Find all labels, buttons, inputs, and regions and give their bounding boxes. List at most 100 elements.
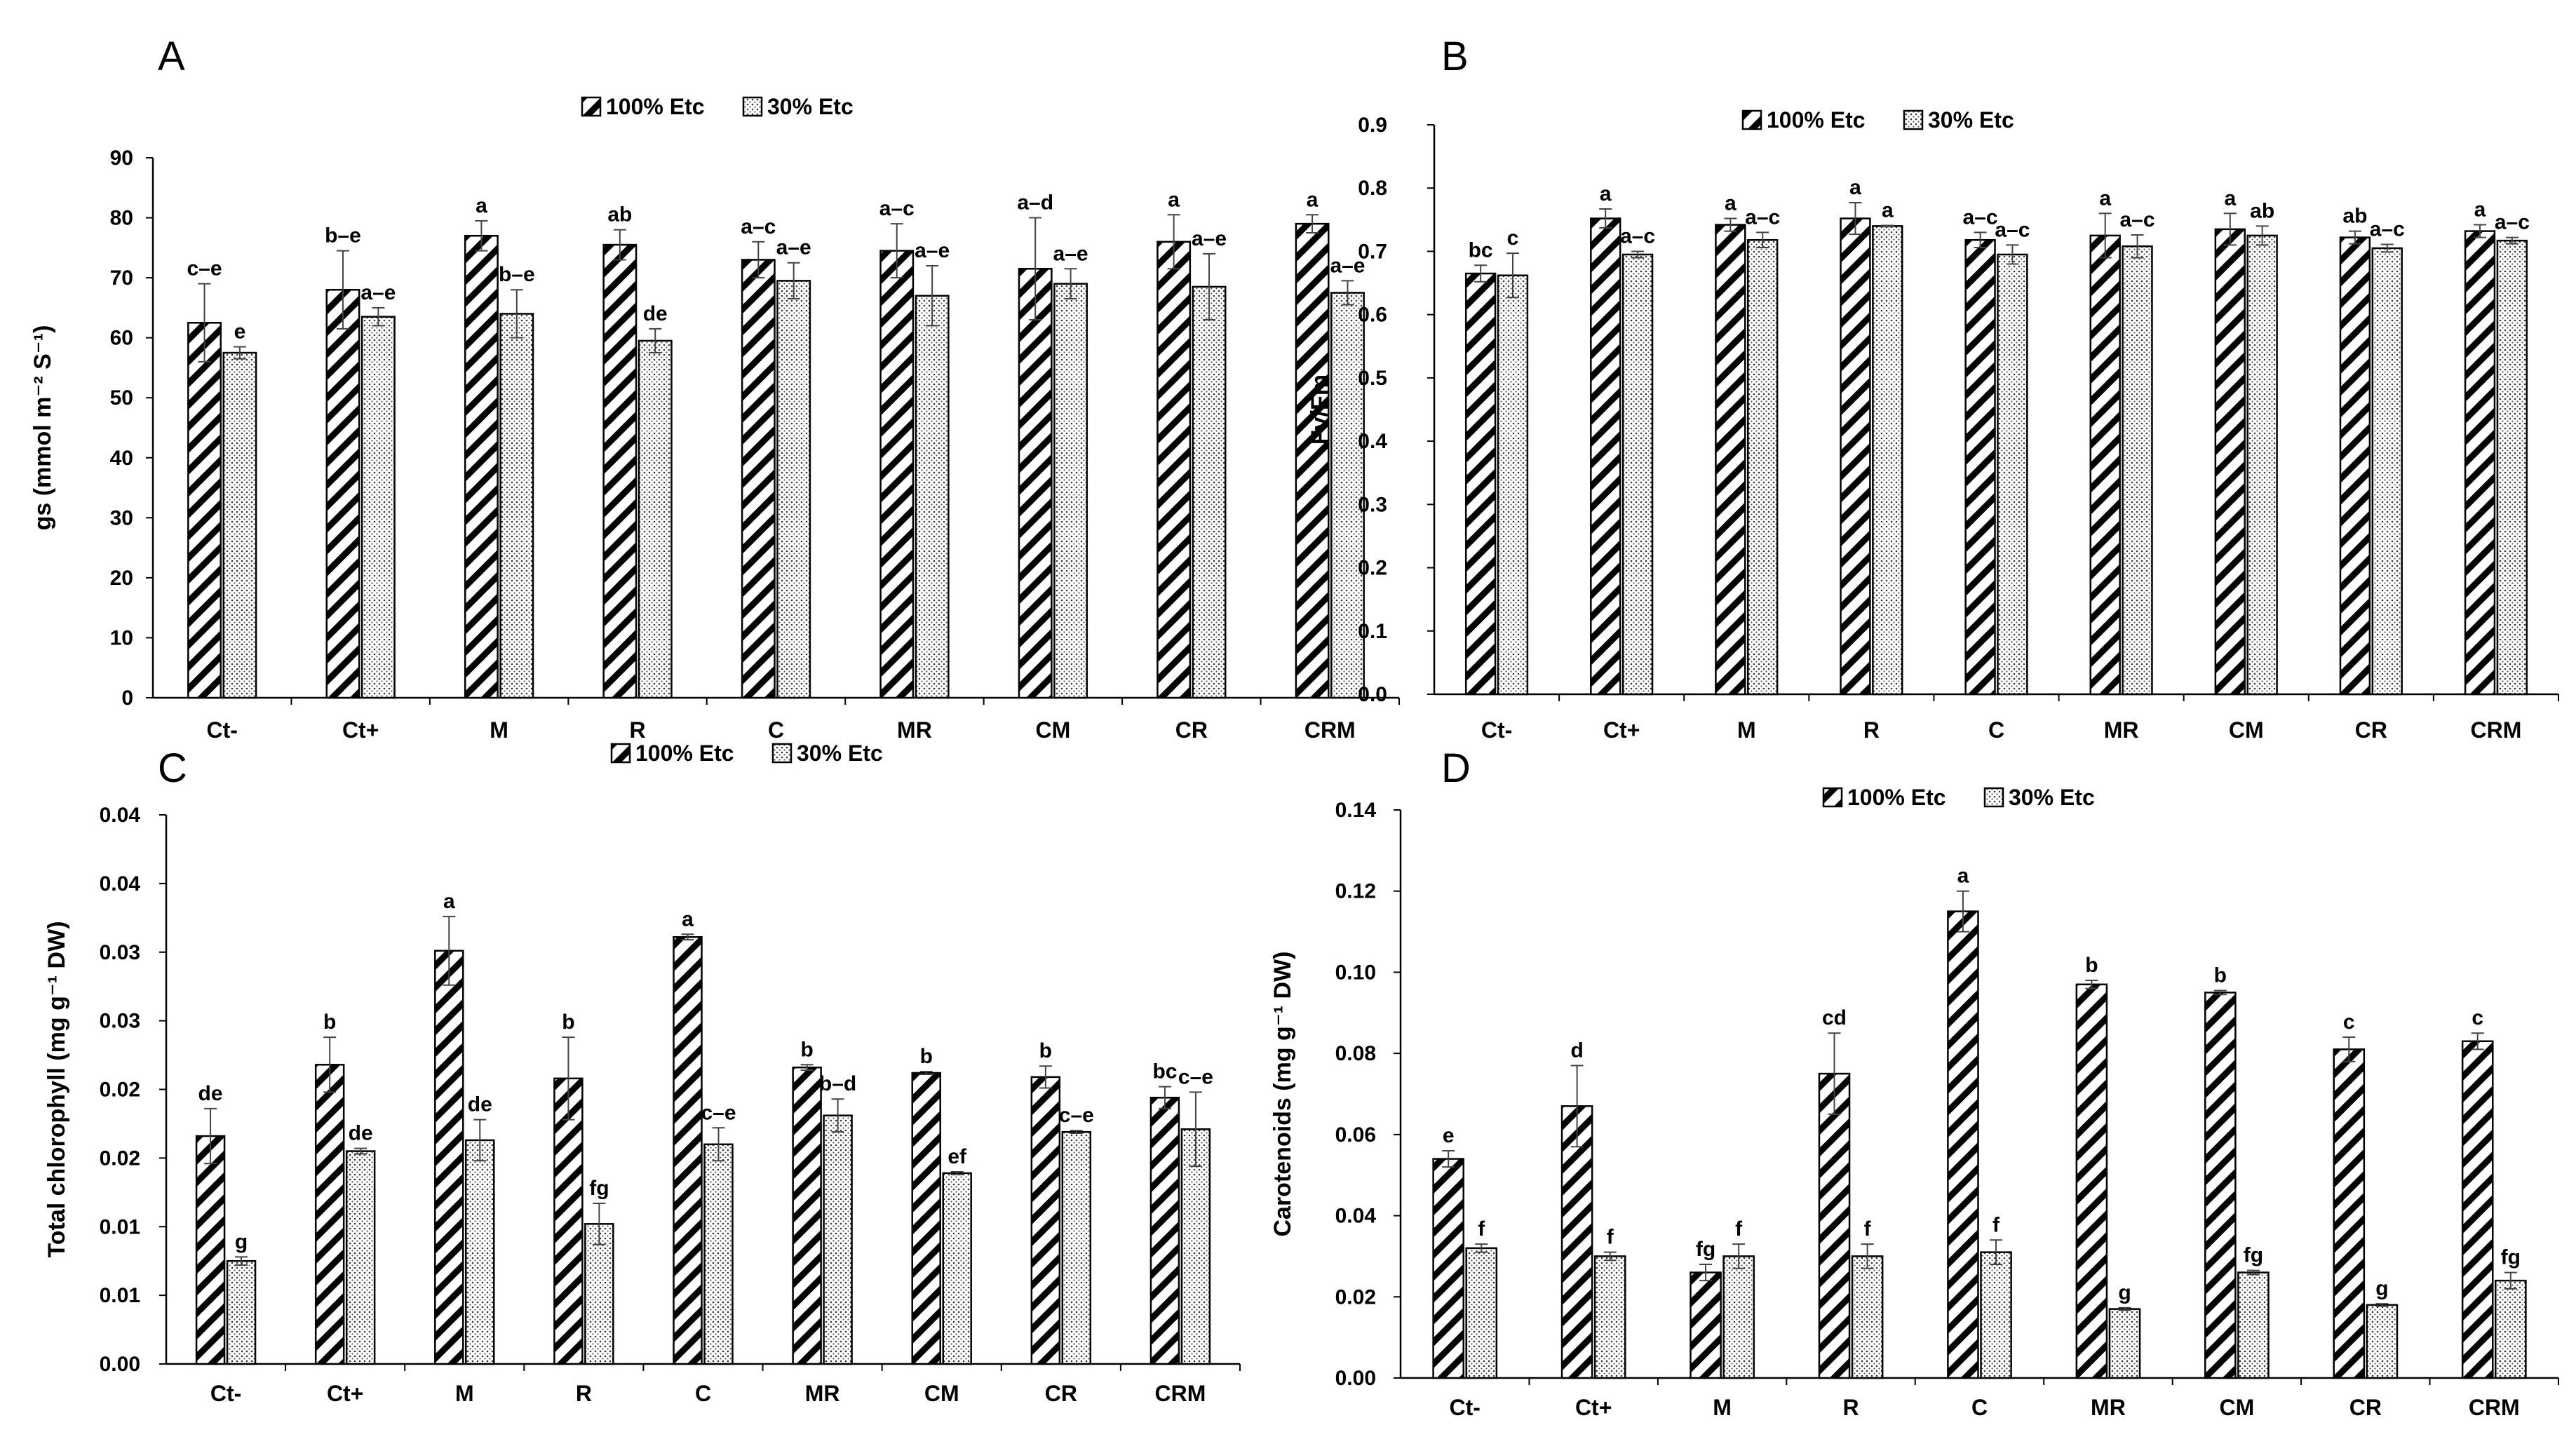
y-tick-label: 0.10: [1335, 961, 1376, 984]
sig-label-100-r: ab: [607, 203, 632, 227]
sig-label-30-c: c–e: [701, 1101, 736, 1124]
sig-label-100-mr: b: [800, 1038, 813, 1061]
legend-label-30: 30% Etc: [767, 94, 854, 119]
sig-label-100-cr: b: [1039, 1039, 1052, 1062]
sig-label-100-r: cd: [1822, 1006, 1847, 1029]
legend-label-100: 100% Etc: [606, 94, 705, 119]
category-label-ctplus: Ct+: [327, 1381, 363, 1406]
bar-100-mr: [792, 1066, 822, 1365]
bar-100-cr: [2339, 236, 2371, 696]
legend-label-100: 100% Etc: [1767, 107, 1866, 133]
bar-100-cm: [2214, 228, 2246, 696]
y-tick-label: 0.01: [100, 1284, 140, 1307]
category-label-crm: CRM: [2469, 1395, 2520, 1420]
legend-swatch-30: [1983, 787, 2004, 808]
sig-label-100-ctminus: e: [1443, 1124, 1455, 1147]
sig-label-30-crm: a–c: [2495, 211, 2530, 234]
bar-30-m: [499, 313, 534, 699]
bar-100-cm: [2204, 992, 2237, 1379]
bar-30-cm: [2246, 234, 2278, 696]
category-label-ctplus: Ct+: [1603, 717, 1640, 743]
category-label-c: C: [768, 717, 784, 743]
sig-label-100-cm: b: [920, 1045, 933, 1068]
sig-label-30-cr: a–c: [2370, 218, 2405, 241]
y-tick-label: 50: [110, 386, 133, 410]
sig-label-100-m: a: [1725, 192, 1737, 215]
category-label-r: R: [1843, 1395, 1859, 1420]
y-tick-label: 0: [121, 687, 133, 710]
category-label-cm: CM: [2229, 717, 2264, 743]
bar-100-ctplus: [1590, 217, 1621, 696]
category-label-crm: CRM: [1155, 1381, 1206, 1406]
category-label-c: C: [1988, 717, 2004, 743]
bar-30-crm: [1180, 1128, 1211, 1365]
sig-label-30-ctplus: f: [1607, 1226, 1614, 1249]
sig-label-30-cr: c–e: [1059, 1104, 1094, 1127]
category-label-c: C: [1971, 1395, 1988, 1420]
y-tick-label: 0.8: [1358, 177, 1387, 200]
sig-label-30-ctminus: f: [1478, 1217, 1485, 1241]
bar-100-m: [1715, 224, 1746, 696]
bar-100-m: [434, 950, 464, 1365]
y-tick-label: 0.4: [1358, 430, 1387, 453]
bar-30-mr: [915, 295, 950, 699]
bar-30-cm: [942, 1172, 972, 1365]
sig-label-100-ctminus: de: [198, 1082, 223, 1105]
category-label-mr: MR: [897, 717, 932, 743]
sig-label-100-c: a: [1957, 865, 1969, 888]
bar-30-r: [584, 1223, 614, 1365]
y-tick-label: 0.1: [1358, 620, 1387, 643]
bar-30-ctplus: [1621, 253, 1654, 696]
category-label-mr: MR: [2091, 1395, 2126, 1420]
y-tick-label: 0.02: [1335, 1285, 1376, 1309]
sig-label-30-m: de: [468, 1093, 492, 1116]
sig-label-100-cr: a: [1168, 188, 1180, 211]
bar-100-mr: [2075, 983, 2108, 1379]
panel-b: B 100% Etc 30% Etc 0.0 0.1 0.2 0.3 0.4 0.5 0.6 0.7…: [1307, 34, 2559, 743]
y-tick-label: 0.00: [100, 1353, 140, 1376]
sig-label-100-m: fg: [1696, 1238, 1715, 1261]
bar-30-ctminus: [1497, 274, 1529, 696]
sig-label-100-m: a: [443, 890, 455, 913]
bar-100-r: [1818, 1072, 1851, 1379]
y-tick-label: 0.7: [1358, 240, 1387, 263]
bar-100-c: [673, 935, 703, 1365]
sig-label-30-mr: a–e: [915, 239, 950, 262]
sig-label-100-cr: c: [2343, 1011, 2355, 1034]
legend: 100% Etc 30% Etc: [581, 94, 854, 119]
bar-100-cr: [1156, 241, 1192, 699]
category-label-m: M: [490, 717, 508, 743]
sig-label-100-c: a–c: [741, 215, 776, 238]
bar-100-cr: [2333, 1048, 2366, 1379]
legend-swatch-30: [771, 743, 793, 764]
sig-label-100-ctplus: d: [1570, 1039, 1583, 1062]
sig-label-30-c: a–e: [776, 236, 811, 259]
legend-label-30: 30% Etc: [797, 741, 883, 766]
category-label-ctminus: Ct-: [1450, 1395, 1481, 1420]
category-label-cr: CR: [1175, 717, 1208, 743]
bar-30-crm: [2496, 239, 2528, 696]
bar-100-r: [602, 243, 638, 699]
legend: 100% Etc 30% Etc: [610, 741, 883, 766]
y-tick-label: 0.6: [1358, 304, 1387, 327]
legend-swatch-100: [1741, 109, 1762, 130]
sig-label-30-ctplus: de: [349, 1122, 373, 1145]
y-tick-label: 30: [110, 506, 133, 529]
category-label-ctminus: Ct-: [207, 717, 238, 743]
y-tick-label: 0.02: [100, 1147, 140, 1170]
sig-label-30-c: f: [1992, 1213, 2000, 1236]
sig-label-100-mr: a–c: [879, 197, 915, 220]
sig-label-30-ctplus: a–e: [360, 281, 396, 304]
y-axis-title: Total chlorophyll (mg g⁻¹ DW): [43, 921, 70, 1257]
bar-100-mr: [2089, 234, 2121, 696]
category-label-cr: CR: [2349, 1395, 2382, 1420]
category-label-ctplus: Ct+: [342, 717, 379, 743]
bar-30-cr: [2366, 1304, 2399, 1379]
legend-label-30: 30% Etc: [2009, 785, 2095, 810]
bar-30-crm: [2495, 1279, 2527, 1379]
y-tick-label: 0.01: [100, 1215, 140, 1238]
category-label-crm: CRM: [1304, 717, 1356, 743]
bar-100-ctplus: [314, 1064, 345, 1365]
y-axis-title: gs (mmol m⁻² S⁻¹): [29, 325, 56, 531]
bar-30-cm: [1053, 283, 1088, 699]
